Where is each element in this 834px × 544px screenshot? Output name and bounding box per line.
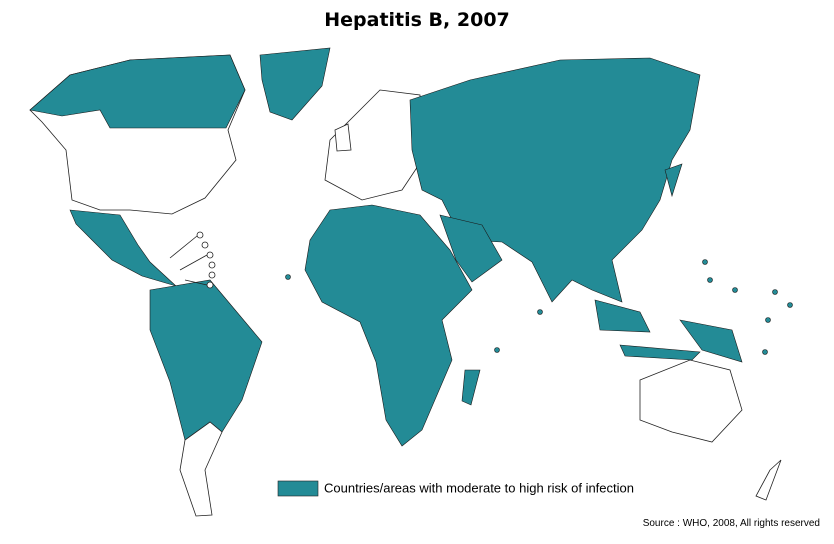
island	[201, 241, 209, 249]
risk-area-north	[29, 54, 246, 129]
map-title: Hepatitis B, 2007	[324, 9, 510, 31]
legend-swatch	[277, 480, 319, 497]
island	[537, 309, 543, 315]
source-note: Source : WHO, 2008, All rights reserved	[643, 518, 820, 529]
island	[208, 261, 216, 269]
island	[732, 287, 738, 293]
risk-area-sumatra	[594, 299, 651, 333]
island	[702, 259, 708, 265]
risk-area-madagascar	[461, 369, 481, 406]
island	[787, 302, 793, 308]
island	[285, 274, 291, 280]
island	[707, 277, 713, 283]
risk-area-greenland	[259, 47, 331, 121]
risk-area-java	[619, 344, 701, 361]
island	[206, 281, 214, 289]
caribbean-islands	[169, 231, 216, 289]
island	[494, 347, 500, 353]
risk-area-africa	[304, 204, 473, 447]
pacific-islands	[285, 259, 793, 355]
uk	[334, 123, 352, 152]
australia	[639, 359, 743, 443]
new-zealand	[755, 459, 782, 501]
risk-area-japan	[664, 163, 683, 198]
island	[196, 231, 204, 239]
island	[765, 317, 771, 323]
south-cone	[179, 421, 223, 517]
island	[772, 289, 778, 295]
pointer	[179, 254, 208, 271]
pointer	[184, 279, 208, 286]
risk-area-new-guinea	[679, 319, 743, 363]
risk-area-mexico	[69, 209, 177, 287]
legend-label: Countries/areas with moderate to high ri…	[324, 480, 634, 495]
island	[206, 251, 214, 259]
pointer	[169, 235, 198, 259]
island	[762, 349, 768, 355]
risk-area-south-america	[149, 279, 263, 441]
risk-area-arabia	[439, 214, 503, 283]
island	[208, 271, 216, 279]
